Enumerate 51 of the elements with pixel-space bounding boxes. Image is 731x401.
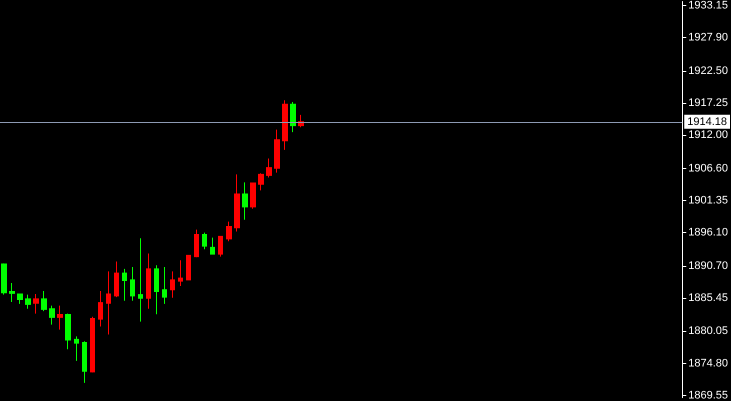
candlestick [9, 282, 15, 302]
y-tick-label: 1922.50 [688, 64, 728, 77]
candlestick [250, 182, 256, 210]
candlestick [74, 336, 79, 362]
candlestick [90, 316, 95, 374]
candlestick [122, 268, 127, 302]
candlestick [146, 253, 151, 310]
candlestick [33, 294, 39, 314]
candlestick [17, 294, 23, 304]
candlestick [114, 261, 119, 298]
candlestick [57, 305, 63, 330]
candlestick [154, 264, 159, 315]
candlestick [49, 305, 55, 326]
candlestick [25, 294, 31, 310]
y-tick-label: 1906.60 [688, 162, 728, 174]
candlestick [194, 229, 199, 258]
candlestick [1, 262, 7, 296]
candlestick [82, 340, 87, 384]
candlestick [234, 174, 240, 232]
candlestick [186, 254, 191, 280]
candlestick [162, 266, 167, 304]
candlestick [210, 237, 215, 255]
y-tick-label: 1933.15 [688, 0, 728, 12]
candlestick [266, 158, 272, 178]
y-tick-label: 1917.25 [688, 96, 728, 109]
y-tick-label: 1912.00 [688, 129, 728, 142]
y-tick-label: 1885.45 [688, 292, 728, 304]
candlestick [41, 290, 47, 312]
candlestick [65, 313, 71, 350]
candlestick [98, 290, 103, 328]
candlestick [130, 266, 135, 302]
candlestick [282, 100, 288, 150]
candlestick [258, 172, 264, 191]
y-tick-label: 1927.90 [688, 32, 728, 44]
y-tick-label: 1896.10 [688, 226, 728, 239]
candlestick [290, 102, 296, 133]
candlestick [274, 129, 280, 174]
candlestick [178, 260, 183, 287]
candlestick [106, 270, 111, 335]
candlestick [226, 221, 232, 242]
candlestick [218, 236, 223, 258]
y-tick-label: 1880.05 [688, 325, 728, 338]
y-tick-label: 1890.70 [688, 260, 728, 272]
y-tick-label: 1874.80 [688, 357, 728, 370]
ref-line-label: 1914.18 [687, 116, 728, 128]
y-tick-label: 1869.55 [688, 390, 728, 401]
y-tick-label: 1901.35 [688, 194, 728, 206]
candlestick [170, 270, 175, 298]
candlestick [138, 238, 143, 322]
candlestick [202, 232, 207, 250]
candlestick [242, 182, 248, 220]
